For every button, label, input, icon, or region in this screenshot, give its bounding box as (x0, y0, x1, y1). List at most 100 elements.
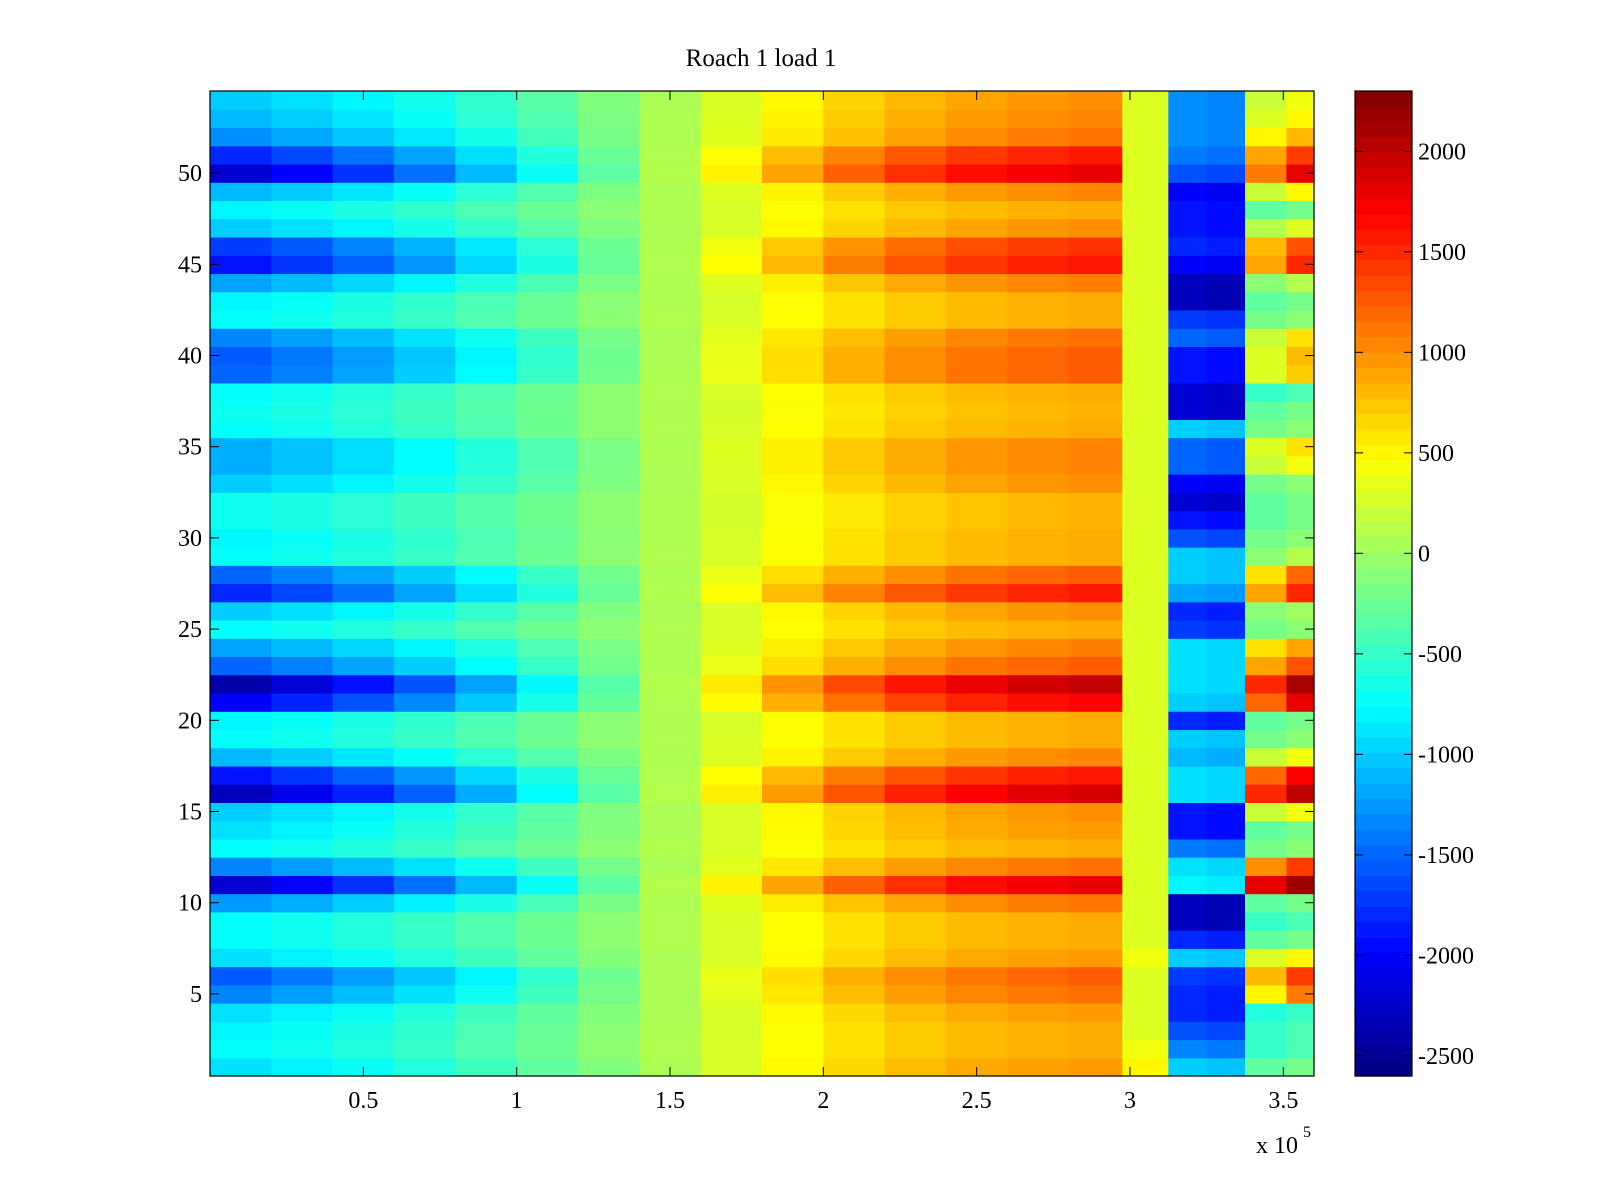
heatmap-cell (946, 692, 1008, 712)
heatmap-cell (823, 1021, 886, 1041)
heatmap-cell (884, 875, 947, 895)
heatmap-cell (210, 382, 272, 402)
heatmap-cell (1122, 273, 1169, 293)
heatmap-cell (516, 255, 579, 275)
heatmap-cell (884, 930, 947, 949)
colorbar-swatch (1355, 537, 1412, 554)
heatmap-cell (271, 674, 334, 694)
heatmap-cell (1206, 218, 1246, 238)
heatmap-cell (639, 218, 702, 238)
heatmap-cell (1206, 747, 1246, 767)
heatmap-cell (1068, 91, 1123, 110)
heatmap-cell (700, 328, 763, 347)
heatmap-cell (1007, 966, 1070, 986)
heatmap-cell (1206, 328, 1246, 347)
heatmap-cell (946, 711, 1008, 731)
heatmap-cell (1206, 492, 1246, 512)
heatmap-cell (271, 765, 334, 785)
heatmap-cell (884, 601, 947, 621)
heatmap-cell (639, 765, 702, 785)
heatmap-cell (332, 291, 395, 311)
colorbar-tick-label: 1500 (1418, 240, 1466, 266)
heatmap-cell (516, 1003, 579, 1022)
heatmap-cell (332, 455, 395, 475)
heatmap-cell (332, 163, 395, 183)
heatmap-cell (1122, 984, 1169, 1004)
colorbar-swatch (1355, 768, 1412, 785)
heatmap-cell (1245, 547, 1287, 566)
heatmap-cell (1245, 711, 1287, 731)
heatmap-cell (1168, 966, 1208, 986)
heatmap-cell (639, 729, 702, 749)
heatmap-cell (1122, 492, 1169, 512)
heatmap-cell (1245, 875, 1287, 895)
heatmap-cell (1007, 291, 1070, 311)
heatmap-cell (1286, 182, 1315, 202)
heatmap-cell (884, 236, 947, 256)
heatmap-cell (1007, 583, 1070, 603)
heatmap-cell (1007, 547, 1070, 566)
heatmap-cell (210, 309, 272, 329)
heatmap-cell (1007, 948, 1070, 968)
heatmap-cell (823, 784, 886, 803)
heatmap-cell (700, 382, 763, 402)
heatmap-cell (394, 437, 456, 457)
heatmap-cell (1168, 784, 1208, 803)
heatmap-cell (578, 236, 640, 256)
heatmap-cell (271, 163, 334, 183)
heatmap-cell (332, 218, 395, 238)
heatmap-cell (271, 328, 334, 347)
heatmap-cell (762, 528, 824, 548)
heatmap-cell (394, 674, 456, 694)
heatmap-cell (332, 692, 395, 712)
heatmap-cell (762, 200, 824, 220)
heatmap-cell (946, 346, 1008, 366)
heatmap-cell (1245, 893, 1287, 913)
heatmap-cell (762, 236, 824, 256)
heatmap-cell (1286, 474, 1315, 493)
x-axis-multiplier-exponent: 5 (1303, 1124, 1311, 1141)
heatmap-cell (1245, 163, 1287, 183)
heatmap-cell (455, 218, 518, 238)
heatmap-cell (762, 875, 824, 895)
heatmap-cell (1245, 255, 1287, 275)
heatmap-cell (1245, 765, 1287, 785)
y-tick-label: 35 (178, 435, 202, 461)
heatmap-cell (1068, 583, 1123, 603)
heatmap-cell (516, 291, 579, 311)
heatmap-cell (884, 1057, 947, 1077)
heatmap-cell (700, 857, 763, 876)
heatmap-cell (639, 109, 702, 129)
heatmap-cell (394, 291, 456, 311)
heatmap-cell (700, 984, 763, 1004)
heatmap-cell (700, 565, 763, 585)
heatmap-cell (639, 547, 702, 566)
heatmap-cell (578, 346, 640, 366)
heatmap-cell (700, 638, 763, 658)
heatmap-cell (1007, 437, 1070, 457)
heatmap-cell (455, 401, 518, 420)
colorbar-swatch (1355, 660, 1412, 677)
heatmap-cell (210, 784, 272, 803)
colorbar-swatch (1355, 306, 1412, 323)
heatmap-cell (394, 838, 456, 858)
heatmap-cell (762, 984, 824, 1004)
heatmap-cell (700, 437, 763, 457)
heatmap-cells (210, 91, 1315, 1077)
heatmap-cell (210, 218, 272, 238)
heatmap-cell (210, 163, 272, 183)
heatmap-cell (946, 619, 1008, 639)
heatmap-cell (1068, 601, 1123, 621)
heatmap-cell (1286, 127, 1315, 147)
heatmap-cell (823, 528, 886, 548)
heatmap-cell (1068, 236, 1123, 256)
heatmap-cell (1068, 1039, 1123, 1059)
colorbar-tick-label: -1000 (1418, 742, 1474, 768)
heatmap-cell (946, 984, 1008, 1004)
heatmap-cell (1245, 182, 1287, 202)
heatmap-cell (1068, 729, 1123, 749)
heatmap-cell (1286, 455, 1315, 475)
heatmap-cell (1007, 875, 1070, 895)
heatmap-cell (762, 674, 824, 694)
heatmap-cell (1068, 948, 1123, 968)
